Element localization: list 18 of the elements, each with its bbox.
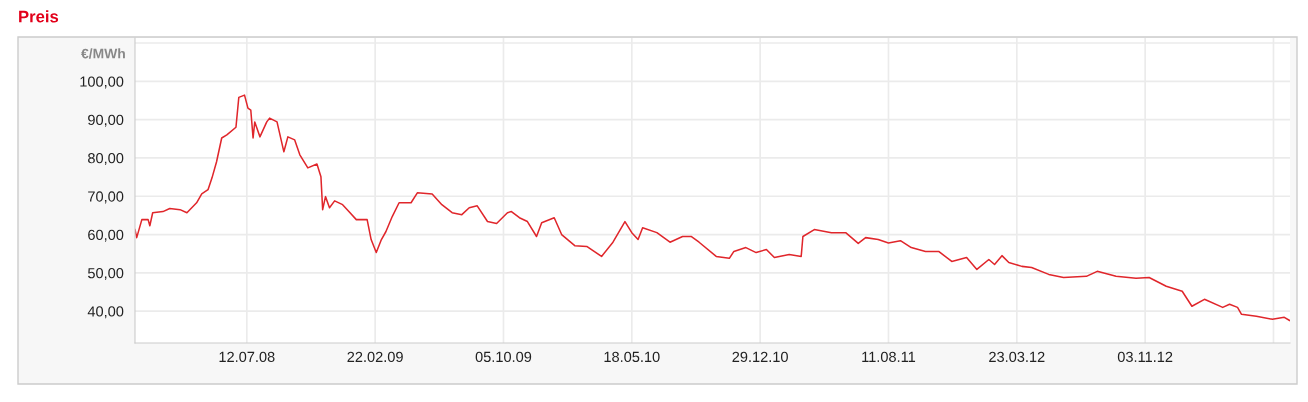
chart-title: Preis bbox=[19, 10, 59, 23]
y-tick-label: 60,00 bbox=[88, 229, 124, 242]
x-tick-label: 12.07.08 bbox=[219, 351, 275, 363]
x-tick-label: 03.11.12 bbox=[1117, 351, 1173, 363]
x-tick-label: 18.05.10 bbox=[604, 351, 660, 363]
x-tick-label: 29.12.10 bbox=[732, 351, 788, 363]
y-tick-label: 40,00 bbox=[87, 306, 124, 319]
x-tick-label: 11.08.11 bbox=[862, 351, 916, 363]
line-series bbox=[135, 94, 1290, 322]
y-tick-label: 100,00 bbox=[80, 76, 124, 89]
y-tick-label: 70,00 bbox=[88, 191, 124, 204]
y-tick-label: 50,00 bbox=[87, 267, 124, 281]
y-axis-title: €/MWh bbox=[81, 48, 125, 59]
y-tick-label: 90,00 bbox=[88, 114, 124, 127]
x-tick-label: 05.10.09 bbox=[475, 351, 532, 363]
y-tick-label: 80,00 bbox=[88, 153, 124, 166]
x-tick-label: 23.03.12 bbox=[989, 351, 1045, 363]
x-tick-label: 22.02.09 bbox=[347, 351, 403, 363]
